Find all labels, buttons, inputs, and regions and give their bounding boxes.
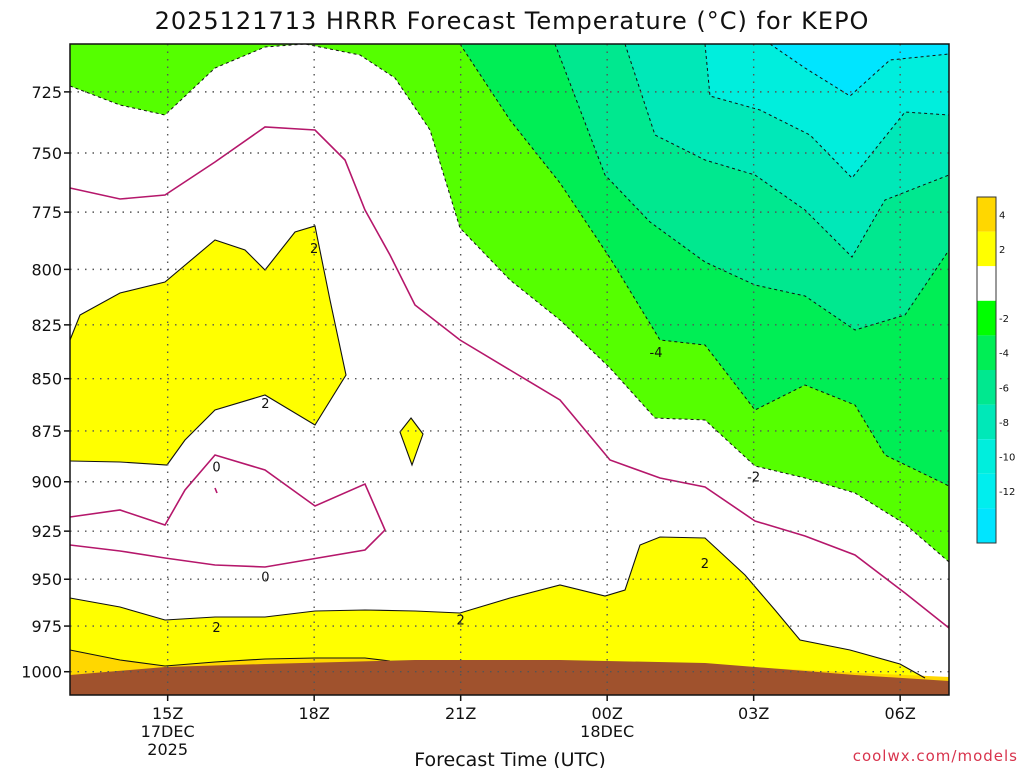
- region-t-m12-m10: [705, 44, 949, 178]
- y-tick-label: 725: [31, 83, 62, 102]
- contour-label: 2: [212, 621, 220, 636]
- y-tick-label: 750: [31, 144, 62, 163]
- y-tick-label: 775: [31, 203, 62, 222]
- colorbar-label: 2: [999, 245, 1005, 256]
- y-tick-label: 975: [31, 617, 62, 636]
- x-tick-label: 06Z: [885, 704, 916, 723]
- colorbar-label: 4: [999, 210, 1005, 221]
- contour-label: 2: [457, 614, 465, 629]
- colorbar-swatch: [977, 508, 996, 543]
- terrain: [70, 660, 949, 695]
- chart-title: 2025121713 HRRR Forecast Temperature (°C…: [155, 7, 870, 35]
- y-tick-label: 925: [31, 522, 62, 541]
- x-tick-label: 18Z: [299, 704, 330, 723]
- x-tick-label: 00Z: [592, 704, 623, 723]
- plot-area: 2 2 0 0 2 2 2 -4 -2: [69, 43, 950, 696]
- colorbar-swatch: [977, 370, 996, 405]
- y-tick-label: 800: [31, 260, 62, 279]
- y-tick-label: 875: [31, 422, 62, 441]
- x-axis-label: Forecast Time (UTC): [414, 749, 605, 768]
- colorbar-swatch: [977, 197, 996, 232]
- region-t-2-4-diamond: [400, 418, 423, 465]
- colorbar-label: -8: [999, 418, 1009, 429]
- colorbar-swatch: [977, 473, 996, 509]
- colorbar-label: -2: [999, 314, 1009, 325]
- contour-labels: 2 2 0 0 2 2 2 -4 -2: [212, 242, 760, 636]
- contour-label: -2: [747, 471, 760, 486]
- colorbar-swatch: [977, 231, 996, 267]
- contour-label: 2: [701, 557, 709, 572]
- contour-label: 2: [261, 397, 269, 412]
- colorbar-label: -10: [999, 453, 1015, 464]
- contour-label: 0: [212, 461, 220, 476]
- colorbar-label: -12: [999, 487, 1015, 498]
- colorbar-frame: [976, 196, 997, 544]
- y-axis: 725 750 775 800 825 850 875 900 925 950 975 1000: [21, 83, 70, 682]
- y-tick-label: 850: [31, 370, 62, 389]
- region-t-lt-m12: [770, 44, 949, 96]
- y-tick-label: 900: [31, 473, 62, 492]
- colorbar-swatch: [977, 335, 996, 370]
- colorbar: 4 2 -2 -4 -6 -8 -10 -12: [976, 196, 1015, 544]
- x-tick-label: 17DEC: [141, 722, 195, 741]
- x-tick-label: 21Z: [445, 704, 476, 723]
- x-tick-label: 03Z: [738, 704, 769, 723]
- contour-label: 0: [261, 570, 269, 585]
- y-tick-label: 950: [31, 570, 62, 589]
- colorbar-swatch: [977, 404, 996, 440]
- region-t-2-4-lower: [70, 537, 949, 695]
- region-t-2-4-upper: [70, 226, 346, 465]
- contour-label: -4: [650, 346, 663, 361]
- colorbar-swatch: [977, 439, 996, 474]
- colorbar-swatch: [977, 300, 996, 336]
- plot-frame: [69, 43, 950, 696]
- contour-label: 2: [310, 242, 318, 257]
- y-tick-label: 1000: [21, 663, 62, 682]
- x-tick-label: 15Z: [152, 704, 183, 723]
- x-tick-label: 18DEC: [580, 722, 634, 741]
- colorbar-label: -4: [999, 349, 1009, 360]
- x-tick-label: 2025: [147, 740, 188, 759]
- colorbar-label: -6: [999, 383, 1009, 394]
- y-tick-label: 825: [31, 316, 62, 335]
- site-credit: coolwx.com/models: [853, 747, 1018, 765]
- colorbar-swatch: [977, 266, 996, 301]
